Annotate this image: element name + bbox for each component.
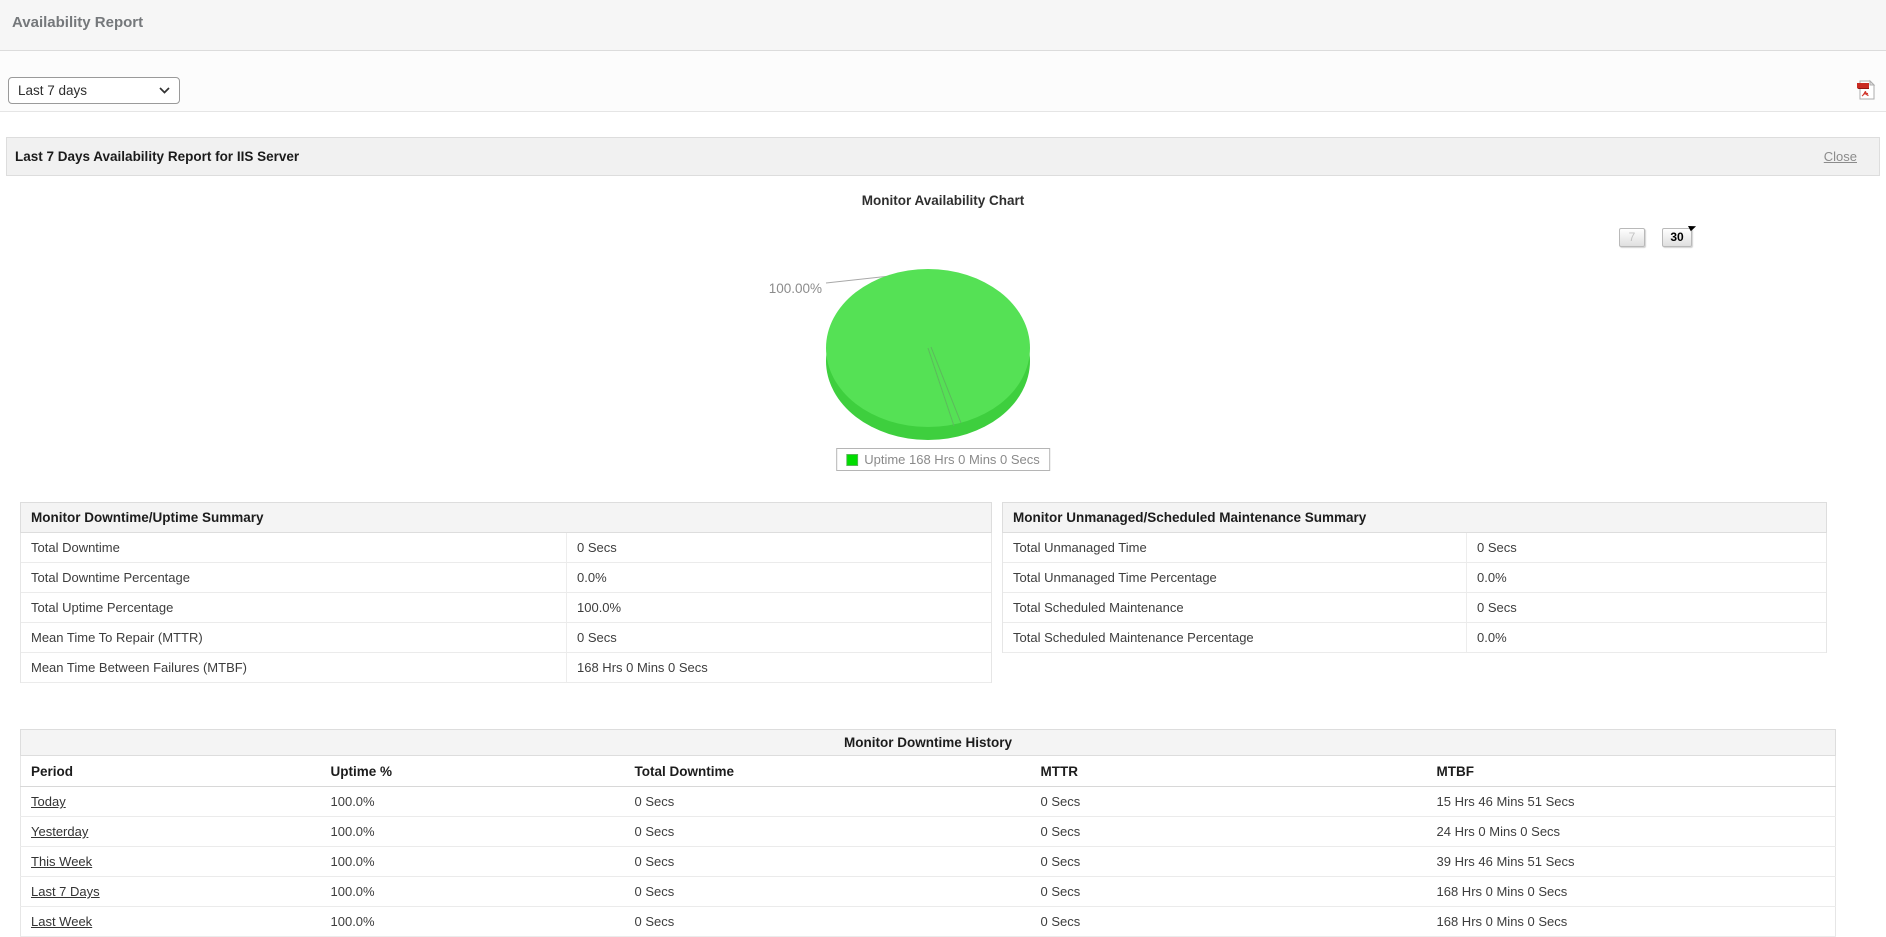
pie-slice-label: 100.00% [769, 281, 822, 296]
uptime-cell: 100.0% [320, 846, 625, 877]
downtime-uptime-summary-table: Monitor Downtime/Uptime Summary Total Do… [20, 502, 992, 683]
row-label: Total Unmanaged Time Percentage [1013, 570, 1217, 585]
report-title: Last 7 Days Availability Report for IIS … [15, 149, 300, 164]
table-row: Last 7 Days 100.0% 0 Secs 0 Secs 168 Hrs… [20, 876, 1836, 907]
range-7-button[interactable]: 7 [1619, 228, 1645, 247]
range-30-label: 30 [1670, 230, 1684, 244]
col-header-mtbf: MTBF [1426, 756, 1836, 787]
downtime-history-title: Monitor Downtime History [20, 729, 1836, 756]
col-header-mttr: MTTR [1030, 756, 1427, 787]
total-downtime-cell: 0 Secs [624, 876, 1031, 907]
period-link-this-week[interactable]: This Week [31, 854, 93, 869]
table-header-row: Period Uptime % Total Downtime MTTR MTBF [20, 756, 1836, 787]
col-header-uptime: Uptime % [320, 756, 625, 787]
period-link-yesterday[interactable]: Yesterday [31, 824, 89, 839]
row-value: 0.0% [1466, 563, 1826, 592]
row-label: Total Scheduled Maintenance Percentage [1013, 630, 1254, 645]
table-row: Total Unmanaged Time 0 Secs [1003, 533, 1826, 563]
row-value: 0 Secs [566, 533, 991, 562]
uptime-cell: 100.0% [320, 816, 625, 847]
row-value: 100.0% [566, 593, 991, 622]
range-30-button[interactable]: 30 [1662, 222, 1697, 247]
chevron-down-icon [159, 87, 170, 94]
maintenance-summary-table: Monitor Unmanaged/Scheduled Maintenance … [1002, 502, 1827, 653]
mtbf-cell: 15 Hrs 46 Mins 51 Secs [1426, 786, 1836, 817]
uptime-cell: 100.0% [320, 786, 625, 817]
row-value: 0 Secs [566, 623, 991, 652]
table-row: Mean Time To Repair (MTTR) 0 Secs [21, 623, 991, 653]
downtime-history-table: Period Uptime % Total Downtime MTTR MTBF… [20, 756, 1836, 937]
mttr-cell: 0 Secs [1030, 786, 1427, 817]
legend-label: Uptime 168 Hrs 0 Mins 0 Secs [864, 452, 1040, 467]
uptime-legend-swatch-icon [846, 453, 859, 466]
table-row: Total Scheduled Maintenance 0 Secs [1003, 593, 1826, 623]
table-row: Total Unmanaged Time Percentage 0.0% [1003, 563, 1826, 593]
col-header-period: Period [20, 756, 321, 787]
export-pdf-button[interactable] [1856, 79, 1876, 101]
chart-range-buttons: 7 30 [1619, 222, 1697, 247]
pdf-icon [1857, 79, 1876, 100]
mttr-cell: 0 Secs [1030, 906, 1427, 937]
table-row: Today 100.0% 0 Secs 0 Secs 15 Hrs 46 Min… [20, 786, 1836, 817]
page-title: Availability Report [12, 14, 144, 31]
period-link-last-7-days[interactable]: Last 7 Days [31, 884, 100, 899]
row-label: Total Downtime [31, 540, 120, 555]
row-value: 0.0% [566, 563, 991, 592]
close-link[interactable]: Close [1823, 149, 1857, 164]
table-row: Total Scheduled Maintenance Percentage 0… [1003, 623, 1826, 653]
chart-legend: Uptime 168 Hrs 0 Mins 0 Secs [836, 448, 1050, 471]
table-row: Total Uptime Percentage 100.0% [21, 593, 991, 623]
row-label: Total Scheduled Maintenance [1013, 600, 1184, 615]
table-row: Total Downtime 0 Secs [21, 533, 991, 563]
maintenance-summary-title: Monitor Unmanaged/Scheduled Maintenance … [1002, 502, 1827, 533]
total-downtime-cell: 0 Secs [624, 846, 1031, 877]
table-row: Last Week 100.0% 0 Secs 0 Secs 168 Hrs 0… [20, 906, 1836, 937]
total-downtime-cell: 0 Secs [624, 816, 1031, 847]
col-header-total-downtime: Total Downtime [624, 756, 1031, 787]
period-select[interactable]: Last 7 days [8, 77, 180, 104]
row-label: Total Uptime Percentage [31, 600, 174, 615]
table-row: Yesterday 100.0% 0 Secs 0 Secs 24 Hrs 0 … [20, 816, 1836, 847]
row-value: 0.0% [1466, 623, 1826, 652]
toolbar: Last 7 days [0, 51, 1886, 112]
row-value: 168 Hrs 0 Mins 0 Secs [566, 653, 991, 682]
availability-chart-section: Monitor Availability Chart 7 30 100.00% … [0, 176, 1886, 492]
row-label: Mean Time Between Failures (MTBF) [31, 660, 248, 675]
table-row: Total Downtime Percentage 0.0% [21, 563, 991, 593]
mttr-cell: 0 Secs [1030, 846, 1427, 877]
period-link-last-week[interactable]: Last Week [31, 914, 93, 929]
downtime-history-section: Monitor Downtime History Period Uptime %… [20, 729, 1836, 937]
pie-seam-line-1 [927, 347, 955, 427]
uptime-cell: 100.0% [320, 876, 625, 907]
mttr-cell: 0 Secs [1030, 816, 1427, 847]
flag-arrow-icon [1688, 222, 1697, 232]
row-label: Total Unmanaged Time [1013, 540, 1147, 555]
pie-seam-line-2 [930, 346, 962, 424]
table-row: This Week 100.0% 0 Secs 0 Secs 39 Hrs 46… [20, 846, 1836, 877]
uptime-cell: 100.0% [320, 906, 625, 937]
chart-title: Monitor Availability Chart [861, 193, 1025, 208]
row-label: Total Downtime Percentage [31, 570, 190, 585]
total-downtime-cell: 0 Secs [624, 906, 1031, 937]
report-header: Last 7 Days Availability Report for IIS … [6, 137, 1880, 176]
row-value: 0 Secs [1466, 593, 1826, 622]
mtbf-cell: 168 Hrs 0 Mins 0 Secs [1426, 876, 1836, 907]
top-bar: Availability Report [0, 0, 1886, 51]
mtbf-cell: 39 Hrs 46 Mins 51 Secs [1426, 846, 1836, 877]
downtime-summary-title: Monitor Downtime/Uptime Summary [20, 502, 992, 533]
row-value: 0 Secs [1466, 533, 1826, 562]
mtbf-cell: 24 Hrs 0 Mins 0 Secs [1426, 816, 1836, 847]
summary-tables: Monitor Downtime/Uptime Summary Total Do… [20, 502, 1866, 683]
table-row: Mean Time Between Failures (MTBF) 168 Hr… [21, 653, 991, 683]
period-link-today[interactable]: Today [31, 794, 66, 809]
mttr-cell: 0 Secs [1030, 876, 1427, 907]
mtbf-cell: 168 Hrs 0 Mins 0 Secs [1426, 906, 1836, 937]
total-downtime-cell: 0 Secs [624, 786, 1031, 817]
availability-pie-chart[interactable]: 100.00% [620, 220, 1120, 470]
period-select-value: Last 7 days [18, 83, 88, 98]
row-label: Mean Time To Repair (MTTR) [31, 630, 203, 645]
